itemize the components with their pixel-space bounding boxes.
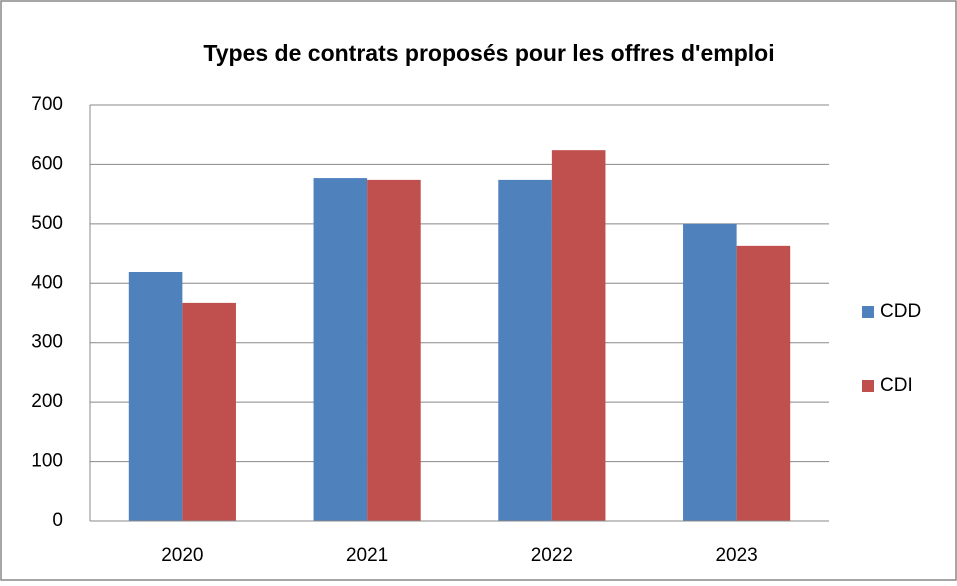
bar xyxy=(182,302,236,521)
legend-label: CDI xyxy=(880,375,913,396)
x-tick-label: 2022 xyxy=(531,545,573,566)
legend-label: CDD xyxy=(880,301,921,322)
x-tick-label: 2021 xyxy=(346,545,388,566)
legend-swatch xyxy=(862,306,874,318)
x-tick-label: 2023 xyxy=(715,545,757,566)
y-tick-label: 0 xyxy=(52,510,63,531)
bar xyxy=(736,245,791,522)
y-tick-label: 400 xyxy=(31,272,63,293)
bar xyxy=(498,179,552,521)
x-tick-label: 2020 xyxy=(161,545,203,566)
bar xyxy=(128,271,183,521)
chart-title: Types de contrats proposés pour les offr… xyxy=(203,40,774,66)
bar xyxy=(551,150,606,521)
y-tick-label: 100 xyxy=(31,451,63,472)
y-tick-label: 600 xyxy=(31,153,63,174)
bar xyxy=(367,179,421,521)
legend-swatch xyxy=(862,380,874,392)
y-tick-label: 300 xyxy=(31,332,63,353)
y-tick-label: 500 xyxy=(31,213,63,234)
y-tick-label: 700 xyxy=(31,94,63,115)
y-tick-label: 200 xyxy=(31,391,63,412)
bar xyxy=(313,178,368,521)
bar xyxy=(683,223,737,521)
